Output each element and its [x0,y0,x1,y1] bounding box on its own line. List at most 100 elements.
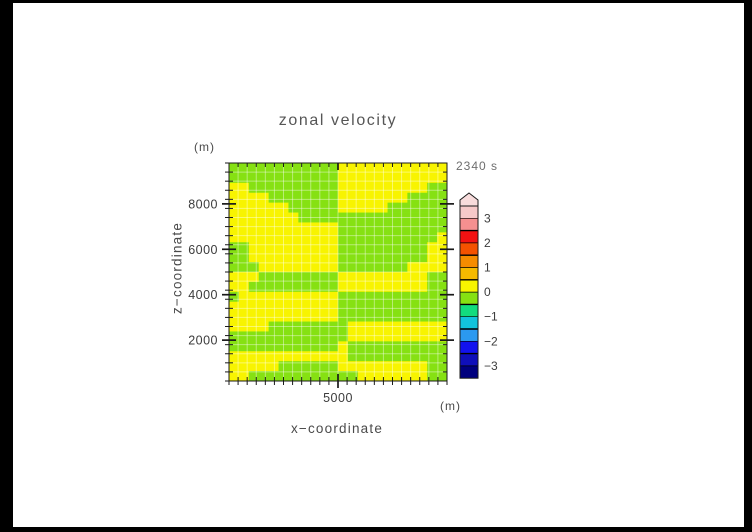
contour-cell [338,311,349,322]
contour-cell [387,272,398,283]
contour-cell [248,341,260,352]
contour-cell [268,232,279,243]
contour-cell [318,311,329,322]
chart-title: zonal velocity [278,112,398,129]
contour-cell [417,361,428,372]
contour-cell [338,242,349,253]
contour-cell [258,321,269,332]
colorbar-segment [460,341,478,354]
contour-cell [298,301,309,312]
contour-cell [347,291,359,303]
contour-cell [229,272,240,283]
contour-cell [397,272,408,283]
contour-cell [288,202,299,213]
contour-cell [268,361,279,372]
contour-cell [437,272,448,283]
contour-cell [238,272,250,283]
contour-cell [238,172,250,184]
contour-cell [328,361,339,372]
contour-cell [377,212,388,223]
contour-cell [238,331,250,342]
contour-cell [298,182,309,194]
colorbar-segment [460,304,478,317]
contour-cell [417,281,428,293]
contour-cell [288,242,299,253]
contour-cell [328,163,339,174]
contour-cell [308,321,319,332]
contour-cell [238,232,250,243]
contour-cell [278,232,289,243]
contour-cell [328,182,339,194]
contour-cell [318,371,329,382]
contour-cell [367,311,378,322]
contour-cell [397,232,408,243]
contour-cell [338,262,349,273]
contour-cell [437,222,448,233]
contour-cell [288,272,299,283]
contour-cell [417,212,428,223]
contour-cell [288,341,299,352]
page-border-right [744,0,752,532]
contour-cell [268,182,279,194]
contour-cell [427,281,438,293]
contour-cell [377,252,388,263]
colorbar-label: 3 [484,211,491,225]
contour-cell [437,301,448,312]
contour-cell [357,291,369,303]
contour-cell [377,192,388,203]
contour-cell [258,331,269,342]
contour-cell [407,222,418,233]
contour-cell [407,351,418,362]
contour-cell [248,222,260,233]
contour-cell [308,351,319,362]
colorbar-segment [460,255,478,268]
contour-cell [229,222,240,233]
contour-cell [407,172,418,184]
contour-cell [238,182,250,194]
contour-cell [298,351,309,362]
contour-cell [377,242,388,253]
contour-cell [268,301,279,312]
contour-cell [328,262,339,273]
contour-cell [268,272,279,283]
contour-cell [417,172,428,184]
contour-cell [318,163,329,174]
contour-cell [407,252,418,263]
contour-cell [229,301,240,312]
contour-cell [437,212,448,223]
contour-cell [288,192,299,203]
contour-cell [328,202,339,213]
contour-cell [417,192,428,203]
contour-cell [298,222,309,233]
contour-cell [377,291,388,303]
contour-cell [298,281,309,293]
contour-cell [308,182,319,194]
contour-cell [347,252,359,263]
colorbar-label: 1 [484,261,491,275]
contour-cell [308,202,319,213]
contour-cell [417,163,428,174]
contour-cell [347,222,359,233]
contour-cell [387,281,398,293]
contour-cell [357,182,369,194]
contour-cell [377,202,388,213]
contour-cell [347,281,359,293]
contour-cell [427,351,438,362]
contour-cell [377,371,388,382]
contour-cell [229,331,240,342]
contour-cell [238,291,250,303]
contour-cell [308,232,319,243]
contour-cell [328,212,339,223]
contour-cell [288,321,299,332]
contour-cell [328,272,339,283]
contour-cell [417,252,428,263]
contour-cell [397,163,408,174]
contour-cell [258,341,269,352]
contour-cell [229,163,240,174]
contour-cell [407,262,418,273]
contour-cell [278,281,289,293]
contour-cell [308,281,319,293]
colorbar-segment [460,365,478,379]
colorbar-segment [460,230,478,244]
contour-cell [357,232,369,243]
